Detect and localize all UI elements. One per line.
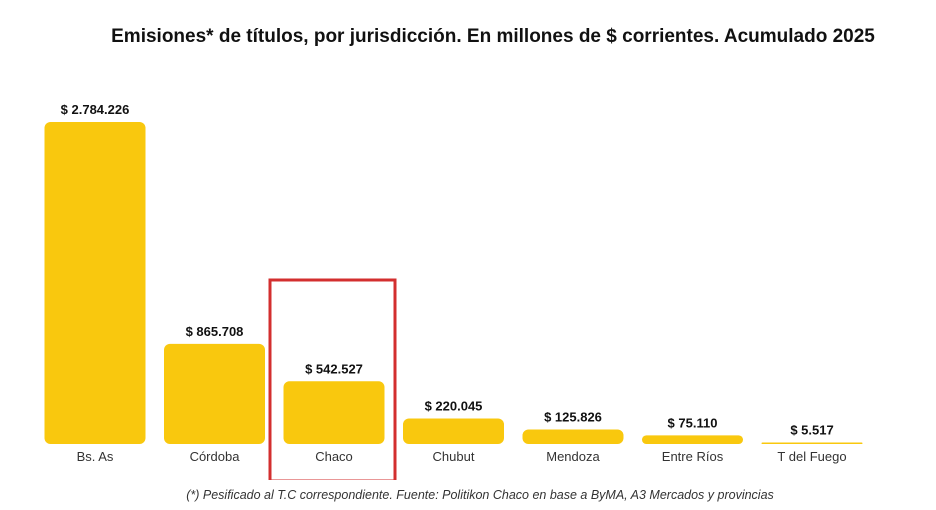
category-label-córdoba: Córdoba bbox=[190, 449, 241, 464]
category-label-chubut: Chubut bbox=[433, 449, 475, 464]
value-label-mendoza: $ 125.826 bbox=[544, 409, 602, 424]
bars-layer bbox=[44, 122, 863, 444]
bar-bs-as bbox=[44, 122, 146, 444]
value-label-chubut: $ 220.045 bbox=[425, 399, 483, 414]
value-label-chaco: $ 542.527 bbox=[305, 361, 363, 376]
category-labels-layer: Bs. As Córdoba Chaco Chubut Mendoza Entre Río… bbox=[77, 449, 847, 464]
bar-chubut bbox=[403, 418, 504, 444]
category-label-mendoza: Mendoza bbox=[546, 449, 600, 464]
bar-chart: $ 2.784.226 $ 865.708 $ 542.527 $ 220.045 $ … bbox=[44, 102, 863, 480]
value-label-t-del-fuego: $ 5.517 bbox=[790, 423, 833, 438]
category-label-t-del-fuego: T del Fuego bbox=[777, 449, 846, 464]
footnote: (*) Pesificado al T.C correspondiente. F… bbox=[186, 488, 774, 502]
bar-córdoba bbox=[164, 343, 265, 444]
category-label-bs-as: Bs. As bbox=[77, 449, 114, 464]
bar-t-del-fuego bbox=[761, 442, 863, 444]
category-label-chaco: Chaco bbox=[315, 449, 353, 464]
value-label-córdoba: $ 865.708 bbox=[186, 324, 244, 339]
value-label-bs-as: $ 2.784.226 bbox=[61, 102, 130, 117]
bar-mendoza bbox=[522, 429, 624, 444]
value-label-entre-ríos: $ 75.110 bbox=[668, 415, 718, 430]
chaco-highlight-box bbox=[268, 278, 397, 480]
bar-entre-ríos bbox=[642, 435, 743, 444]
bar-chaco bbox=[283, 381, 385, 444]
chart-title: Emisiones* de títulos, por jurisdicción.… bbox=[111, 26, 875, 47]
value-labels-layer: $ 2.784.226 $ 865.708 $ 542.527 $ 220.045 $ … bbox=[61, 102, 834, 438]
category-label-entre-ríos: Entre Ríos bbox=[662, 449, 724, 464]
